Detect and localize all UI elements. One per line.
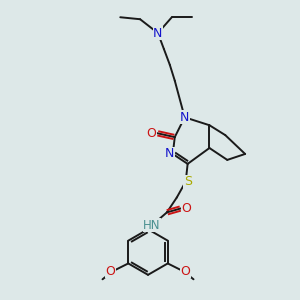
Text: O: O: [181, 265, 190, 278]
Text: O: O: [182, 202, 192, 215]
Text: O: O: [106, 265, 116, 278]
Text: N: N: [165, 148, 175, 160]
Text: S: S: [184, 175, 192, 188]
Text: O: O: [146, 127, 156, 140]
Text: HN: HN: [143, 219, 161, 232]
Text: N: N: [180, 111, 189, 124]
Text: N: N: [153, 27, 163, 40]
